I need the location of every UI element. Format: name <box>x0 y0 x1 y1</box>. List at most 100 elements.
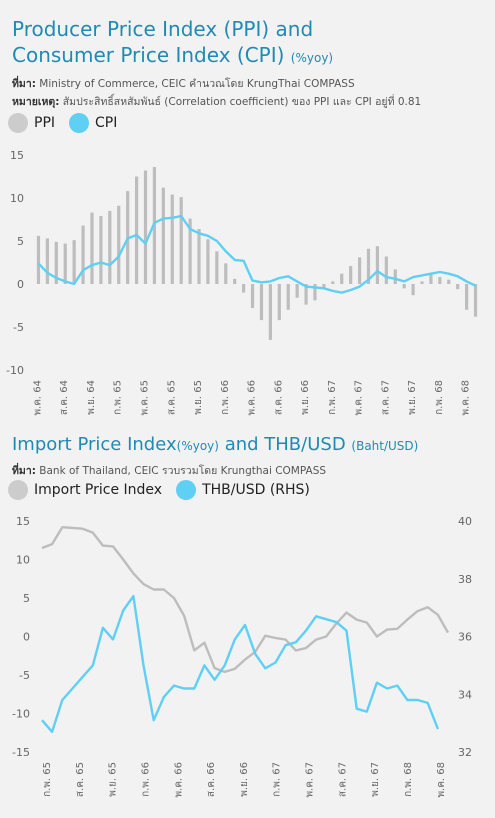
ppi-bar <box>197 228 201 284</box>
chart2-title-unit2: (Baht/USD) <box>351 439 419 453</box>
chart2-source-label: ที่มา: <box>12 465 36 477</box>
legend-label-thbusd: THB/USD (RHS) <box>202 482 310 498</box>
ppi-bar <box>286 284 290 310</box>
x-tick-label: พ.ย. 66 <box>300 380 311 415</box>
ppi-bar <box>384 256 388 284</box>
legend-swatch-ppi <box>8 113 28 133</box>
ppi-bar <box>259 284 264 321</box>
chart1-note-text: สัมประสิทธิ์สหสัมพันธ์ (Correlation coef… <box>62 96 422 108</box>
x-tick-label: ก.พ. 65 <box>113 380 124 415</box>
ppi-bar <box>54 241 58 284</box>
legend-swatch-thbusd <box>176 480 197 500</box>
x-tick-label: พ.ค. 66 <box>173 762 184 798</box>
ppi-bar <box>143 170 148 284</box>
x-tick-label: พ.ย. 64 <box>86 380 97 415</box>
ppi-bar <box>473 284 478 317</box>
y-tick-label: 0 <box>17 278 24 291</box>
ppi-bar <box>117 205 121 284</box>
x-tick-label: ก.พ. 68 <box>403 762 414 797</box>
ppi-bar <box>215 251 219 284</box>
x-tick-label: ก.พ. 66 <box>140 762 151 797</box>
ppi-bar <box>161 187 165 284</box>
ppi-bar <box>45 238 49 284</box>
x-tick-label: ก.พ. 65 <box>42 762 53 797</box>
y-tick-label: -15 <box>12 746 30 759</box>
x-tick-label: ส.ค. 65 <box>166 380 177 415</box>
ppi-bar <box>36 235 41 284</box>
y-tick-label: 10 <box>16 554 30 567</box>
x-tick-label: ส.ค. 67 <box>337 762 348 797</box>
ppi-bar <box>304 284 308 305</box>
chart2-source: ที่มา: Bank of Thailand, CEIC รวบรวมโดย … <box>12 462 326 479</box>
ppi-bar <box>375 246 380 284</box>
ppi-bar <box>188 218 192 284</box>
y-tick-label: 5 <box>17 235 24 248</box>
x-tick-label: พ.ย. 65 <box>193 380 204 415</box>
y-tick-label: 15 <box>10 149 24 162</box>
chart1-title-unit: (%yoy) <box>290 51 334 65</box>
chart1-source-text: Ministry of Commerce, CEIC คำนวณโดย Krun… <box>39 78 355 90</box>
y-tick-label: -5 <box>19 669 30 682</box>
legend-swatch-cpi <box>69 113 90 133</box>
ppi-bar <box>322 284 326 289</box>
x-tick-label: พ.ค. 65 <box>140 380 151 416</box>
chart1-source: ที่มา: Ministry of Commerce, CEIC คำนวณโ… <box>12 75 355 92</box>
x-tick-label: พ.ย. 67 <box>407 380 418 415</box>
ppi-bar <box>340 273 344 284</box>
chart1-title-line1: Producer Price Index (PPI) and <box>12 17 314 41</box>
y-tick-label: -10 <box>12 708 30 721</box>
ppi-bar <box>411 284 415 296</box>
x-tick-label: ก.พ. 68 <box>434 380 445 415</box>
ppi-bar <box>465 284 469 310</box>
chart2-title-unit: (%yoy) <box>176 439 219 453</box>
chart1-title-line2: Consumer Price Index (CPI) <box>12 43 285 67</box>
x-tick-label: พ.ค. 68 <box>436 762 447 798</box>
ppi-bar <box>331 281 335 284</box>
ppi-bar <box>393 269 397 284</box>
ppi-bar <box>250 284 255 309</box>
ppi-bar <box>242 284 246 293</box>
x-tick-label: ก.พ. 67 <box>327 380 338 415</box>
chart1-title: Producer Price Index (PPI) and Consumer … <box>12 16 492 71</box>
ppi-bar <box>206 239 210 284</box>
ppi-bar <box>313 284 317 301</box>
ppi-bar <box>349 265 353 284</box>
ppi-bar <box>295 284 299 298</box>
ppi-bar <box>179 197 183 284</box>
ppi-bar <box>420 281 424 284</box>
x-tick-label: พ.ค. 68 <box>461 380 472 416</box>
x-tick-label: พ.ค. 64 <box>32 380 43 416</box>
y-tick-label: -5 <box>13 321 24 334</box>
ppi-bar <box>268 284 272 340</box>
legend-swatch-import <box>8 480 28 500</box>
chart2-title-main: Import Price Index <box>12 434 177 455</box>
ppi-bar <box>277 284 281 321</box>
y-tick-label: -10 <box>6 364 24 377</box>
x-tick-label: ส.ค. 64 <box>59 380 70 415</box>
ppi-bar <box>233 278 237 284</box>
ppi-bar <box>99 216 103 284</box>
thb-usd-line <box>41 594 440 734</box>
legend-label-cpi: CPI <box>95 115 118 131</box>
ppi-bar <box>429 274 433 284</box>
y-tick-label: 10 <box>10 192 24 205</box>
chart2-legend: Import Price Index THB/USD (RHS) <box>8 480 324 500</box>
y-tick-label: 15 <box>16 515 30 528</box>
chart2-title: Import Price Index(%yoy) and THB/USD (Ba… <box>12 434 418 455</box>
legend-item-ppi: PPI <box>8 113 55 133</box>
legend-label-ppi: PPI <box>34 115 56 131</box>
x-tick-label: ส.ค. 65 <box>75 762 86 797</box>
chart1-plot: -10 -5 0 5 10 15 พ.ค. 64 ส.ค. 64 พ.ย. 64 ก.พ. 65 พ… <box>6 149 478 416</box>
x-tick-label: พ.ค. 67 <box>305 762 316 798</box>
x-tick-label: ก.พ. 67 <box>272 762 283 797</box>
chart2-source-text: Bank of Thailand, CEIC รวบรวมโดย Krungth… <box>39 465 327 477</box>
x-tick-label: ส.ค. 67 <box>380 380 391 415</box>
y2-tick-label: 36 <box>458 631 472 644</box>
ppi-bar <box>134 176 139 284</box>
ppi-bar <box>402 284 406 289</box>
chart1-note-label: หมายเหตุ: <box>12 96 60 108</box>
x-tick-label: ส.ค. 66 <box>206 762 217 797</box>
ppi-bar <box>224 263 228 284</box>
y2-tick-label: 40 <box>458 515 472 528</box>
ppi-bar <box>447 279 451 284</box>
